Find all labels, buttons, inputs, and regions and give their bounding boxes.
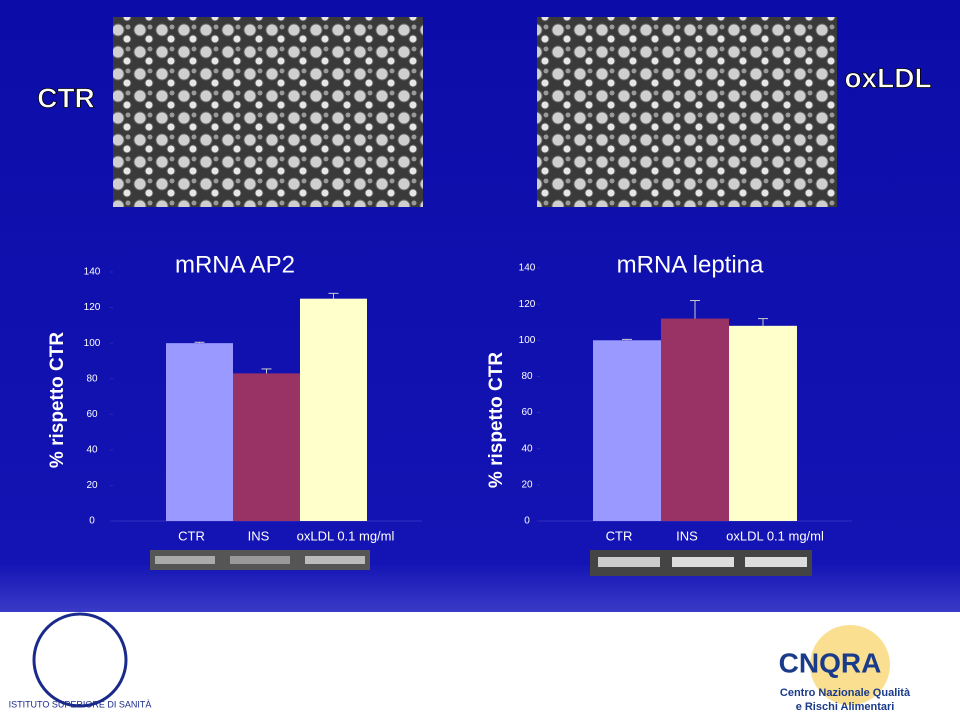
logo-text: CNQRA (779, 647, 882, 678)
x-tick-label: oxLDL 0.1 mg/ml (297, 528, 395, 543)
y-tick-label: 20 (521, 479, 533, 490)
y-tick-label: 100 (519, 335, 536, 346)
bar (729, 325, 797, 521)
bar (661, 318, 729, 521)
bar (593, 340, 661, 521)
y-tick-label: 80 (86, 373, 98, 384)
y-tick-label: 120 (519, 299, 536, 310)
y-axis-label: % rispetto CTR (47, 332, 68, 468)
y-tick-label: 60 (521, 407, 533, 418)
chart-title: mRNA leptina (617, 251, 764, 278)
bar (300, 298, 367, 521)
logo-shape (810, 625, 890, 705)
micrograph (113, 17, 423, 207)
gel-band (598, 557, 660, 567)
y-tick-label: 0 (89, 516, 95, 527)
y-tick-label: 140 (84, 267, 101, 278)
gel-band (672, 557, 734, 567)
x-tick-label: oxLDL 0.1 mg/ml (726, 528, 824, 543)
y-axis-label: % rispetto CTR (486, 352, 507, 488)
gel-band (155, 556, 215, 564)
image-label: CTR (37, 82, 95, 113)
x-tick-label: INS (248, 528, 270, 543)
y-tick-label: 100 (84, 338, 101, 349)
y-tick-label: 120 (84, 302, 101, 313)
logo-text: Centro Nazionale Qualità (780, 687, 911, 699)
gel-band (305, 556, 365, 564)
y-tick-label: 140 (519, 263, 536, 274)
logo-text: e Rischi Alimentari (796, 701, 895, 713)
y-tick-label: 40 (86, 444, 98, 455)
y-tick-label: 20 (86, 480, 98, 491)
micrograph (537, 17, 837, 207)
logo-ring (32, 612, 128, 708)
gel-band (745, 557, 807, 567)
x-tick-label: CTR (606, 528, 633, 543)
x-tick-label: CTR (178, 528, 205, 543)
bar (233, 373, 300, 521)
y-tick-label: 80 (521, 371, 533, 382)
logo-text: ISTITUTO SUPERIORE DI SANITÀ (9, 699, 152, 709)
y-tick-label: 40 (521, 443, 533, 454)
y-tick-label: 60 (86, 409, 98, 420)
image-label: oxLDL (844, 62, 931, 93)
x-tick-label: INS (676, 528, 698, 543)
y-tick-label: 0 (524, 516, 530, 527)
chart-title: mRNA AP2 (175, 251, 295, 278)
bar (166, 343, 233, 521)
gel-band (230, 556, 290, 564)
